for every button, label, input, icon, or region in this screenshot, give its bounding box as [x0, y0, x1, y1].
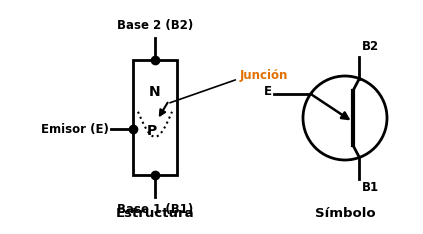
Text: Símbolo: Símbolo — [315, 207, 375, 220]
Text: N: N — [149, 85, 161, 99]
Text: Estructura: Estructura — [115, 207, 194, 220]
Text: B1: B1 — [363, 182, 379, 194]
Text: Base 1 (B1): Base 1 (B1) — [117, 203, 193, 216]
Bar — [133, 60, 177, 175]
Text: P: P — [146, 124, 157, 138]
Text: Emisor (E): Emisor (E) — [41, 123, 109, 135]
Text: Base 2 (B2): Base 2 (B2) — [117, 19, 193, 32]
Text: E: E — [264, 85, 272, 99]
Text: Junción: Junción — [240, 69, 288, 81]
Text: B2: B2 — [363, 40, 379, 52]
